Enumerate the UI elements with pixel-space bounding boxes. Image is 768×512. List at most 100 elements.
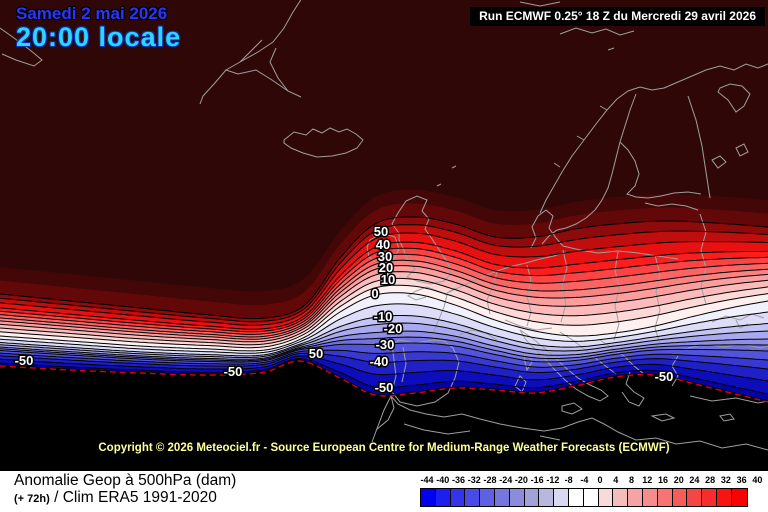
run-info-bar: Run ECMWF 0.25° 18 Z du Mercredi 29 avri…	[470, 7, 765, 26]
anomaly-map: 50 40 30 20 10 0 -10 -20 -30 -40 -50 -50 -50 50 -50 Sa…	[0, 0, 768, 470]
colorbar-cell	[716, 489, 732, 506]
contour-lines	[0, 216, 768, 402]
contour-line-40	[0, 241, 768, 330]
band--25	[0, 337, 768, 363]
colorbar-tick-label: -16	[530, 475, 544, 485]
contour-label: 40	[376, 237, 390, 252]
colorbar-tick-label: 0	[597, 475, 603, 485]
colorbar-cell	[702, 489, 717, 506]
contour-label: -50	[224, 364, 243, 379]
coastline-path	[689, 395, 768, 422]
lead-time-label: (+ 72h)	[14, 493, 50, 506]
colorbar-tick-label: -24	[499, 475, 513, 485]
coastline-path	[224, 0, 302, 98]
coastline-path	[530, 209, 564, 249]
contour-line-10	[0, 277, 768, 346]
colorbar-tick-label: -36	[452, 475, 466, 485]
contour-line--10	[0, 315, 768, 357]
coastline-path	[391, 339, 460, 407]
contour-label: -30	[376, 337, 395, 352]
colorbar-cell	[672, 489, 688, 506]
colorbar-tick-label: 16	[657, 475, 668, 485]
dashed-warning-line	[0, 360, 768, 403]
contour-line--5	[0, 303, 768, 354]
coastline-path	[391, 195, 452, 285]
band-15	[0, 271, 768, 345]
colorbar-cell	[480, 489, 495, 506]
contour-line--15	[0, 322, 768, 358]
contour-line-15	[0, 271, 768, 343]
colorbar-tick-label: 32	[720, 475, 731, 485]
colorbar-cell	[494, 489, 510, 506]
band-10	[0, 278, 768, 348]
colorbar-cell	[465, 489, 481, 506]
colorbar-cell	[642, 489, 658, 506]
colorbar-tick-label: -20	[514, 475, 528, 485]
coastline-path	[644, 202, 699, 211]
colorbar-tick-label: -28	[483, 475, 497, 485]
contour-label: 10	[381, 272, 395, 287]
contour-label: -50	[655, 369, 674, 384]
colorbar-cell	[687, 489, 703, 506]
coastline-path	[560, 249, 620, 341]
coastline-path	[687, 95, 711, 199]
contour-label: 50	[309, 346, 323, 361]
contour-line-20	[0, 265, 768, 340]
colorbar-tick-label: 4	[613, 475, 619, 485]
coastline-path	[375, 395, 768, 451]
coastline-path	[283, 127, 364, 158]
coastline-path	[671, 343, 768, 387]
coastline-path	[621, 371, 676, 422]
band--20	[0, 331, 768, 361]
colorbar-cell	[524, 489, 540, 506]
colorbar-cell	[583, 489, 599, 506]
coastline-path	[539, 86, 665, 214]
colorbar-tick-label: -40	[436, 475, 450, 485]
colorbar-cell	[539, 489, 555, 506]
colorbar-cell	[613, 489, 629, 506]
contour-line-55	[0, 216, 768, 320]
legend-footer: Anomalie Geop à 500hPa (dam) (+ 72h) / C…	[0, 470, 768, 512]
map-subtitle: (+ 72h) / Clim ERA5 1991-2020	[14, 489, 236, 506]
contour-label: -10	[374, 309, 393, 324]
colorbar-cell	[568, 489, 584, 506]
contour-line-50	[0, 224, 768, 323]
colorbar-tick-labels: -44 -40 -36 -32 -28 -24 -20 -16 -12 -8 -4 0 4 8 12 16 20…	[420, 475, 768, 488]
contour-line--30	[0, 342, 768, 363]
band--35	[0, 350, 768, 373]
contour-line--35	[0, 349, 768, 368]
band-45	[0, 233, 768, 330]
contour-label: -50	[15, 353, 34, 368]
coastline-path	[553, 105, 608, 168]
offscale-low-region	[0, 360, 768, 470]
colorbar-cell	[628, 489, 643, 506]
coastline-path	[663, 63, 768, 89]
climatology-label: / Clim ERA5 1991-2020	[54, 489, 217, 507]
colorbar: -44 -40 -36 -32 -28 -24 -20 -16 -12 -8 -4 0 4 8 12 16 20…	[420, 475, 768, 511]
contour-line--50	[0, 358, 768, 395]
band-60	[0, 203, 768, 319]
coastline-path	[541, 93, 637, 245]
colorbar-tick-label: -32	[467, 475, 481, 485]
contour-label: 50	[374, 224, 388, 239]
colorbar-tick-label: 12	[642, 475, 653, 485]
colorbar-tick-label: 40	[752, 475, 763, 485]
coastline-path	[0, 27, 43, 67]
coastlines	[0, 0, 768, 451]
contour-label: 20	[379, 260, 393, 275]
colorbar-cell	[435, 489, 451, 506]
colorbar-cell	[731, 489, 747, 506]
contour-line-0	[0, 292, 768, 352]
colorbar-cell	[421, 489, 436, 506]
colorbar-tick-label: -12	[546, 475, 560, 485]
coastline-path	[371, 395, 561, 443]
coastline-path	[199, 39, 289, 105]
band--15	[0, 323, 768, 360]
contour-line--25	[0, 336, 768, 362]
contour-label: -40	[370, 354, 389, 369]
colorbar-cell	[554, 489, 569, 506]
colorbar-tick-label: 28	[705, 475, 716, 485]
